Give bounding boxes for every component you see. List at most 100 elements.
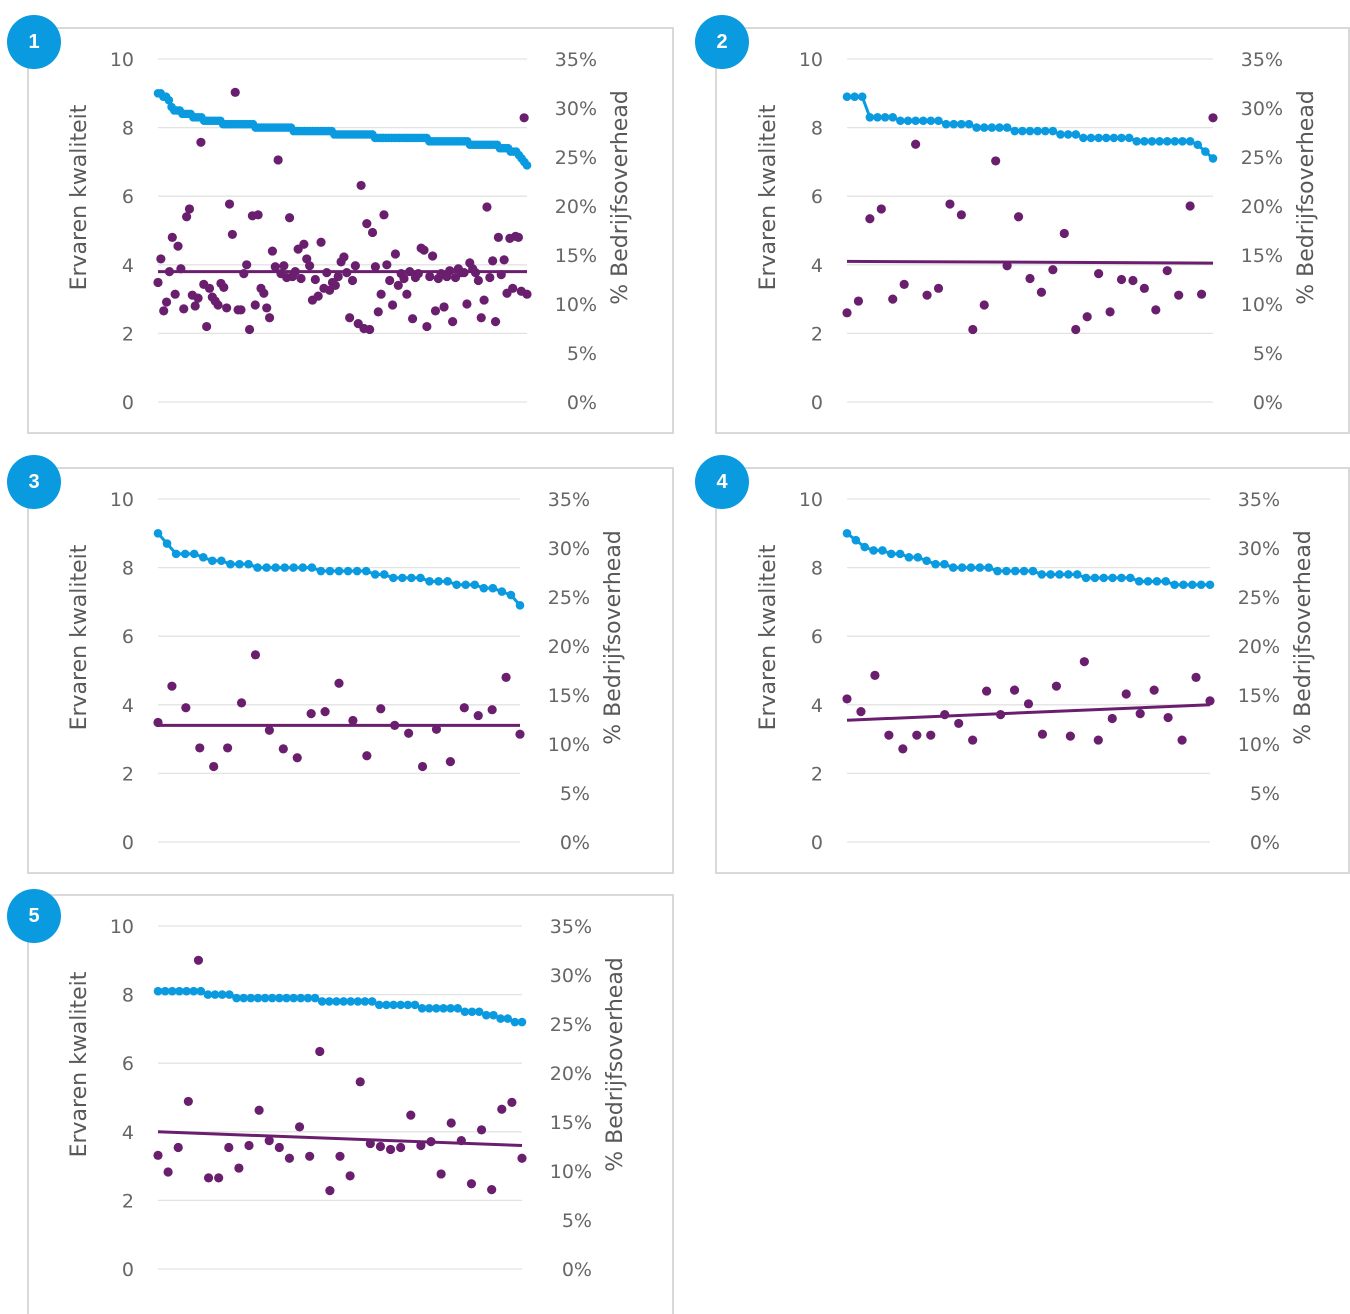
quality-point — [360, 997, 370, 1006]
overhead-point — [404, 728, 414, 738]
overhead-point — [214, 1173, 224, 1183]
quality-point — [903, 116, 913, 126]
overhead-point — [399, 273, 409, 284]
overhead-point — [517, 1153, 527, 1163]
y2-tick-label: 10% — [550, 1161, 592, 1183]
quality-point — [296, 993, 306, 1003]
overhead-point — [382, 260, 392, 270]
quality-point — [497, 587, 507, 596]
quality-point — [1064, 570, 1073, 579]
overhead-point — [213, 300, 223, 310]
quality-point — [1117, 573, 1126, 583]
quality-point — [289, 993, 298, 1003]
overhead-point — [522, 289, 532, 299]
overhead-point — [167, 232, 177, 242]
quality-point — [1028, 566, 1038, 576]
y-axis-title: Ervaren kwaliteit — [756, 104, 781, 290]
overhead-point — [227, 229, 237, 240]
y2-tick-label: 20% — [1241, 196, 1283, 218]
overhead-point — [1107, 713, 1117, 724]
chart-panel-2: 0 2 4 6 8 10 0% 5% 10% 15% 20% 25% 30% 35% Ervaren kwa… — [688, 0, 1350, 440]
quality-point — [934, 116, 943, 126]
quality-point — [1040, 126, 1050, 136]
y-tick-label: 8 — [811, 118, 823, 140]
quality-point — [370, 570, 380, 579]
y2-tick-label: 35% — [548, 489, 590, 511]
overhead-point — [250, 650, 261, 660]
quality-point — [289, 563, 299, 572]
quality-point — [260, 993, 270, 1003]
y2-tick-label: 0% — [560, 832, 590, 854]
quality-point — [1109, 133, 1119, 143]
quality-point — [352, 566, 362, 576]
y-tick-label: 10 — [110, 916, 134, 938]
overhead-point — [179, 304, 189, 314]
overhead-point — [407, 314, 418, 324]
overhead-point — [899, 279, 909, 289]
quality-point — [1055, 570, 1064, 579]
quality-point — [425, 577, 434, 586]
quality-point — [878, 546, 887, 555]
chart-svg: 0 2 4 6 8 10 0% 5% 10% 15% 20% 25% 30% 35% Ervaren kwa… — [67, 49, 633, 414]
quality-point — [424, 1004, 434, 1013]
y-tick-label: 8 — [122, 985, 134, 1007]
y-tick-label: 8 — [811, 558, 823, 580]
y-tick-label: 4 — [811, 255, 823, 277]
overhead-point — [402, 289, 412, 299]
y2-tick-label: 20% — [555, 196, 597, 218]
overhead-point — [876, 204, 886, 214]
overhead-point — [385, 275, 395, 286]
quality-point — [253, 993, 263, 1003]
overhead-point — [184, 204, 195, 214]
overhead-point — [350, 261, 360, 271]
quality-point — [232, 993, 241, 1003]
chart-frame — [27, 27, 674, 434]
quality-point — [180, 549, 190, 559]
quality-point — [1196, 580, 1206, 590]
y2-tick-label: 5% — [562, 1210, 592, 1232]
quality-point — [1037, 570, 1047, 579]
overhead-point — [448, 317, 458, 327]
overhead-point — [244, 324, 255, 335]
y2-axis-title: % Bedrijfsoverhead — [601, 530, 626, 745]
y2-tick-label: 15% — [1238, 685, 1280, 707]
overhead-point — [515, 729, 525, 739]
y2-axis-title: % Bedrijfsoverhead — [1291, 530, 1316, 745]
quality-point — [396, 1000, 405, 1010]
quality-point — [1101, 133, 1111, 143]
overhead-point — [462, 299, 472, 309]
quality-point — [886, 549, 896, 559]
quality-point — [1056, 130, 1065, 139]
overhead-point — [339, 252, 349, 262]
chart-svg: 0 2 4 6 8 10 0% 5% 10% 15% 20% 25% 30% 35% Ervaren kwa… — [756, 489, 1316, 854]
overhead-point — [1162, 266, 1172, 276]
quality-point — [217, 990, 227, 999]
quality-point — [1179, 580, 1188, 590]
quality-point — [1126, 573, 1135, 583]
quality-point — [474, 1007, 484, 1017]
overhead-point — [310, 274, 320, 285]
overhead-point — [1208, 113, 1218, 123]
overhead-point — [296, 273, 306, 284]
overhead-point — [884, 730, 894, 740]
quality-point — [1178, 137, 1187, 146]
quality-point — [262, 563, 271, 572]
overhead-point — [362, 751, 372, 761]
quality-point — [896, 116, 905, 126]
overhead-point — [396, 1142, 406, 1153]
chart-number-badge: 3 — [7, 455, 61, 509]
overhead-point — [284, 213, 295, 223]
overhead-point — [922, 290, 932, 300]
overhead-point — [365, 324, 375, 335]
quality-point — [842, 529, 852, 538]
y2-tick-label: 0% — [562, 1259, 592, 1281]
quality-point — [346, 997, 356, 1006]
quality-point — [175, 986, 184, 996]
quality-point — [282, 993, 291, 1003]
quality-point — [303, 993, 313, 1003]
chart-number-badge: 5 — [7, 889, 61, 943]
overhead-point — [170, 289, 180, 299]
quality-point — [1134, 577, 1144, 586]
y2-tick-label: 5% — [1250, 783, 1280, 805]
quality-point — [275, 993, 284, 1003]
